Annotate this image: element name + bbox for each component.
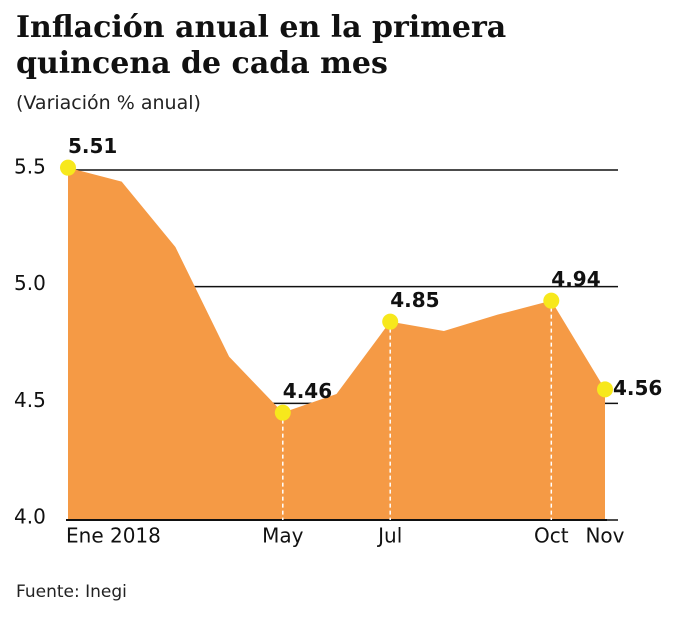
y-tick-label: 4.0 bbox=[14, 505, 46, 529]
x-tick-label: Oct bbox=[534, 524, 569, 548]
marker bbox=[274, 404, 291, 421]
x-tick-label: Jul bbox=[376, 524, 402, 548]
x-tick-label: Ene 2018 bbox=[66, 524, 161, 548]
area bbox=[68, 167, 605, 520]
x-tick-label: Nov bbox=[585, 524, 624, 548]
y-tick-label: 5.0 bbox=[14, 271, 46, 295]
x-tick-label: May bbox=[262, 524, 304, 548]
chart-subtitle: (Variación % anual) bbox=[16, 92, 201, 114]
value-label: 4.46 bbox=[283, 379, 332, 403]
value-label: 4.94 bbox=[551, 267, 600, 291]
value-label: 4.85 bbox=[390, 288, 439, 312]
y-tick-label: 5.5 bbox=[14, 155, 46, 179]
y-tick-label: 4.5 bbox=[14, 388, 46, 412]
chart-title: Inflación anual en la primera quincena d… bbox=[16, 10, 507, 81]
marker bbox=[543, 292, 560, 309]
marker bbox=[60, 159, 76, 176]
marker bbox=[382, 313, 399, 330]
value-label: 4.56 bbox=[613, 376, 662, 400]
marker bbox=[597, 381, 613, 398]
value-label: 5.51 bbox=[68, 134, 117, 158]
source: Fuente: Inegi bbox=[16, 582, 127, 602]
